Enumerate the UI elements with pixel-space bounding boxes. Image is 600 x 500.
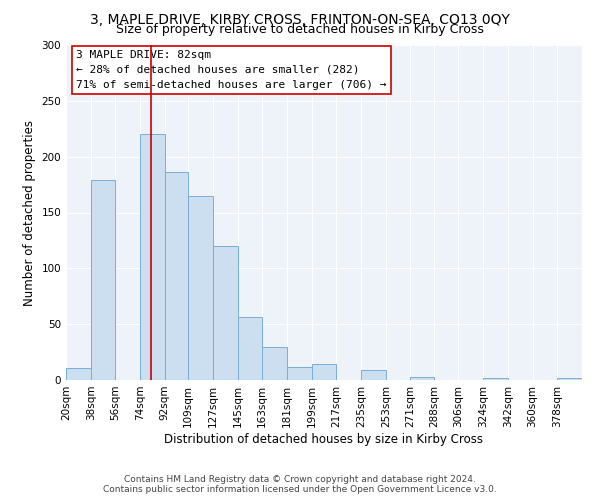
Bar — [361, 370, 386, 380]
Y-axis label: Number of detached properties: Number of detached properties — [23, 120, 36, 306]
Bar — [165, 172, 188, 380]
Bar — [188, 196, 213, 380]
X-axis label: Distribution of detached houses by size in Kirby Cross: Distribution of detached houses by size … — [164, 432, 484, 446]
Bar — [557, 378, 582, 380]
Bar — [91, 180, 115, 380]
Bar — [213, 246, 238, 380]
Text: 3, MAPLE DRIVE, KIRBY CROSS, FRINTON-ON-SEA, CO13 0QY: 3, MAPLE DRIVE, KIRBY CROSS, FRINTON-ON-… — [90, 12, 510, 26]
Bar — [311, 364, 337, 380]
Text: Contains HM Land Registry data © Crown copyright and database right 2024.
Contai: Contains HM Land Registry data © Crown c… — [103, 474, 497, 494]
Bar — [140, 134, 165, 380]
Bar — [66, 368, 91, 380]
Bar — [262, 346, 287, 380]
Bar — [287, 366, 311, 380]
Bar — [410, 376, 434, 380]
Bar — [238, 318, 262, 380]
Text: Size of property relative to detached houses in Kirby Cross: Size of property relative to detached ho… — [116, 22, 484, 36]
Bar — [483, 378, 508, 380]
Text: 3 MAPLE DRIVE: 82sqm
← 28% of detached houses are smaller (282)
71% of semi-deta: 3 MAPLE DRIVE: 82sqm ← 28% of detached h… — [76, 50, 387, 90]
